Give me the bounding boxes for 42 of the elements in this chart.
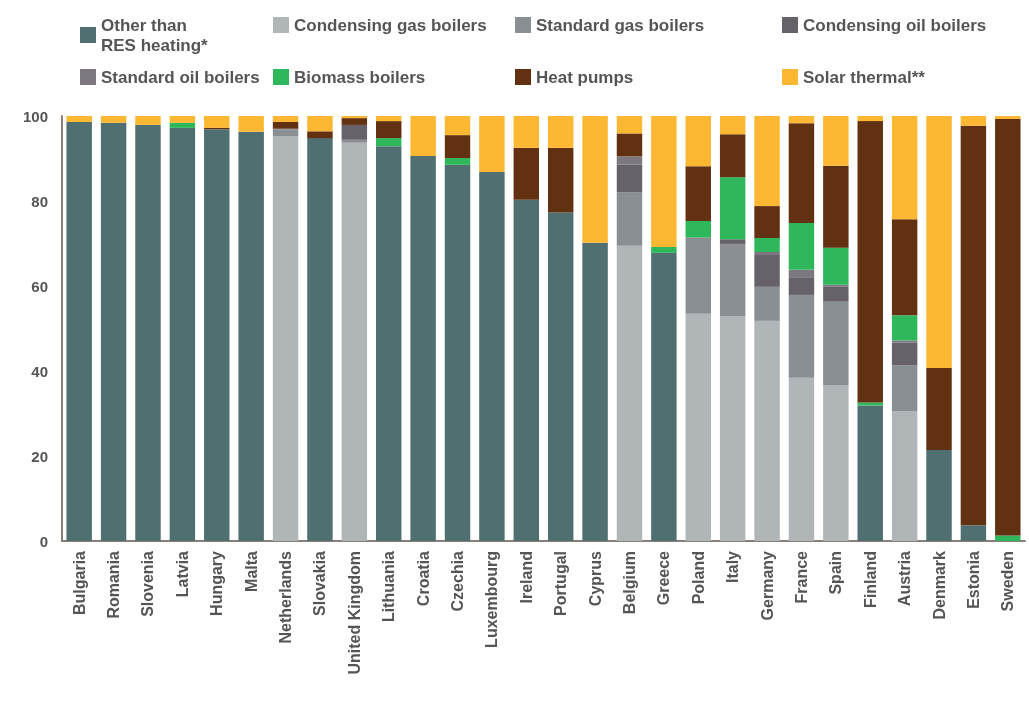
legend-label: Condensing oil boilers (803, 15, 987, 35)
x-tick-label: Netherlands (277, 550, 295, 644)
x-tick-label: Sweden (999, 551, 1017, 612)
x-tick-label: Slovenia (139, 550, 157, 617)
legend-label: Condensing gas boilers (294, 15, 487, 35)
x-tick-label: Italy (724, 550, 742, 584)
x-tick-label: United Kingdom (345, 551, 363, 675)
y-tick-label: 40 (31, 362, 48, 380)
x-tick-label: Cyprus (586, 550, 604, 607)
x-tick-label: Romania (105, 550, 123, 619)
legend-label: Solar thermal** (803, 67, 926, 87)
x-tick-label: Czechia (449, 550, 467, 612)
y-tick-label: 0 (39, 532, 48, 550)
x-tick-label: Malta (242, 550, 260, 592)
y-tick-label: 100 (22, 107, 48, 125)
x-tick-label: Poland (689, 551, 707, 605)
x-tick-label: Denmark (930, 550, 948, 620)
x-tick-label: Bulgaria (70, 550, 88, 616)
x-tick-label: Latvia (173, 550, 191, 598)
legend-label: Other than RES heating* (101, 15, 209, 55)
legend-label: Heat pumps (536, 67, 634, 87)
x-tick-label: Finland (861, 551, 879, 608)
x-tick-label: Austria (896, 550, 914, 607)
x-tick-label: Portugal (552, 551, 570, 616)
x-tick-label: Hungary (208, 550, 226, 616)
y-tick-label: 60 (31, 277, 48, 295)
x-tick-label: Greece (655, 550, 673, 606)
x-tick-label: Estonia (964, 550, 982, 609)
x-tick-label: Luxembourg (483, 551, 501, 648)
x-tick-label: Germany (758, 550, 776, 621)
x-tick-label: Spain (827, 551, 845, 595)
x-tick-label: France (792, 550, 810, 604)
legend-label: Standard gas boilers (536, 15, 705, 35)
x-tick-label: Lithuania (380, 550, 398, 623)
x-tick-label: Croatia (414, 550, 432, 607)
x-tick-label: Belgium (620, 551, 638, 615)
legend-label: Biomass boilers (294, 67, 426, 87)
y-tick-label: 20 (31, 447, 48, 465)
legend-label: Standard oil boilers (101, 67, 260, 87)
x-tick-label: Ireland (517, 551, 535, 604)
x-tick-label: Slovakia (311, 550, 329, 616)
y-tick-label: 80 (31, 192, 48, 210)
